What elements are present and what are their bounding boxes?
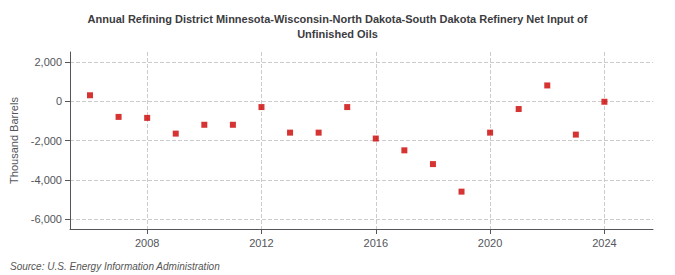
svg-text:2012: 2012	[249, 237, 273, 249]
svg-text:2020: 2020	[478, 237, 502, 249]
svg-text:Unfinished Oils: Unfinished Oils	[297, 28, 378, 40]
svg-text:-2,000: -2,000	[31, 135, 62, 147]
svg-text:Thousand Barrels: Thousand Barrels	[8, 97, 20, 184]
svg-text:2008: 2008	[135, 237, 159, 249]
svg-text:-4,000: -4,000	[31, 174, 62, 186]
svg-text:Source: U.S. Energy Informatio: Source: U.S. Energy Information Administ…	[10, 261, 220, 272]
svg-text:2016: 2016	[364, 237, 388, 249]
svg-text:-6,000: -6,000	[31, 213, 62, 225]
svg-text:2024: 2024	[592, 237, 616, 249]
svg-text:Annual Refining District Minne: Annual Refining District Minnesota-Wisco…	[88, 13, 588, 25]
svg-text:0: 0	[56, 95, 62, 107]
svg-text:2,000: 2,000	[34, 56, 62, 68]
